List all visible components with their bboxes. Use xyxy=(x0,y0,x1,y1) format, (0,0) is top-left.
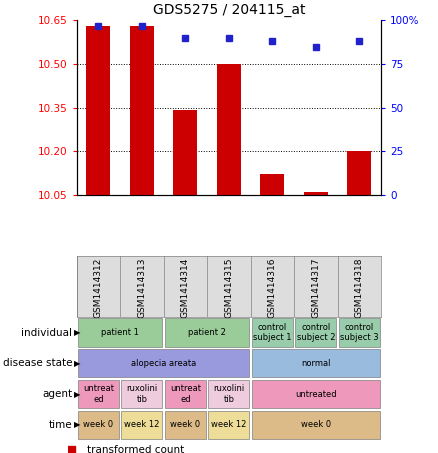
Bar xyxy=(165,318,249,347)
Text: ▶: ▶ xyxy=(74,420,81,429)
Bar xyxy=(165,411,206,439)
Text: ruxolini
tib: ruxolini tib xyxy=(213,385,244,404)
Text: ▶: ▶ xyxy=(74,359,81,368)
Text: alopecia areata: alopecia areata xyxy=(131,359,196,368)
Text: GSM1414318: GSM1414318 xyxy=(355,258,364,318)
Bar xyxy=(208,411,249,439)
Text: untreated: untreated xyxy=(295,390,337,399)
Text: control
subject 1: control subject 1 xyxy=(253,323,292,342)
Text: normal: normal xyxy=(301,359,331,368)
Bar xyxy=(165,380,206,408)
Bar xyxy=(130,26,154,195)
Text: transformed count: transformed count xyxy=(87,445,184,453)
Text: time: time xyxy=(49,420,72,430)
Text: ruxolini
tib: ruxolini tib xyxy=(126,385,158,404)
Bar xyxy=(304,192,328,195)
Bar xyxy=(217,64,241,195)
Text: GSM1414316: GSM1414316 xyxy=(268,258,277,318)
Bar xyxy=(252,411,380,439)
Bar xyxy=(173,111,198,195)
Text: patient 2: patient 2 xyxy=(188,328,226,337)
Bar xyxy=(78,411,119,439)
Text: GSM1414314: GSM1414314 xyxy=(181,258,190,318)
Bar xyxy=(252,318,293,347)
Bar xyxy=(121,411,162,439)
Text: week 0: week 0 xyxy=(170,420,201,429)
Text: GSM1414312: GSM1414312 xyxy=(94,258,103,318)
Bar xyxy=(252,349,380,377)
Bar xyxy=(260,174,284,195)
Text: individual: individual xyxy=(21,328,72,337)
Text: control
subject 2: control subject 2 xyxy=(297,323,335,342)
Bar xyxy=(78,380,119,408)
Text: control
subject 3: control subject 3 xyxy=(340,323,378,342)
Text: week 12: week 12 xyxy=(124,420,159,429)
Text: GSM1414315: GSM1414315 xyxy=(224,258,233,318)
Text: GSM1414313: GSM1414313 xyxy=(138,258,146,318)
Text: untreat
ed: untreat ed xyxy=(83,385,114,404)
Bar xyxy=(252,380,380,408)
Title: GDS5275 / 204115_at: GDS5275 / 204115_at xyxy=(152,3,305,17)
Text: week 0: week 0 xyxy=(83,420,113,429)
Text: disease state: disease state xyxy=(3,358,72,368)
Bar xyxy=(78,349,249,377)
Bar xyxy=(339,318,380,347)
Text: week 0: week 0 xyxy=(301,420,331,429)
Bar xyxy=(295,318,336,347)
Bar xyxy=(208,380,249,408)
Text: ▶: ▶ xyxy=(74,328,81,337)
Text: ▶: ▶ xyxy=(74,390,81,399)
Bar xyxy=(78,318,162,347)
Text: agent: agent xyxy=(42,389,72,399)
Text: week 12: week 12 xyxy=(211,420,247,429)
Text: patient 1: patient 1 xyxy=(101,328,139,337)
Bar xyxy=(121,380,162,408)
Bar xyxy=(86,26,110,195)
Text: GSM1414317: GSM1414317 xyxy=(311,258,320,318)
Bar xyxy=(347,151,371,195)
Text: untreat
ed: untreat ed xyxy=(170,385,201,404)
